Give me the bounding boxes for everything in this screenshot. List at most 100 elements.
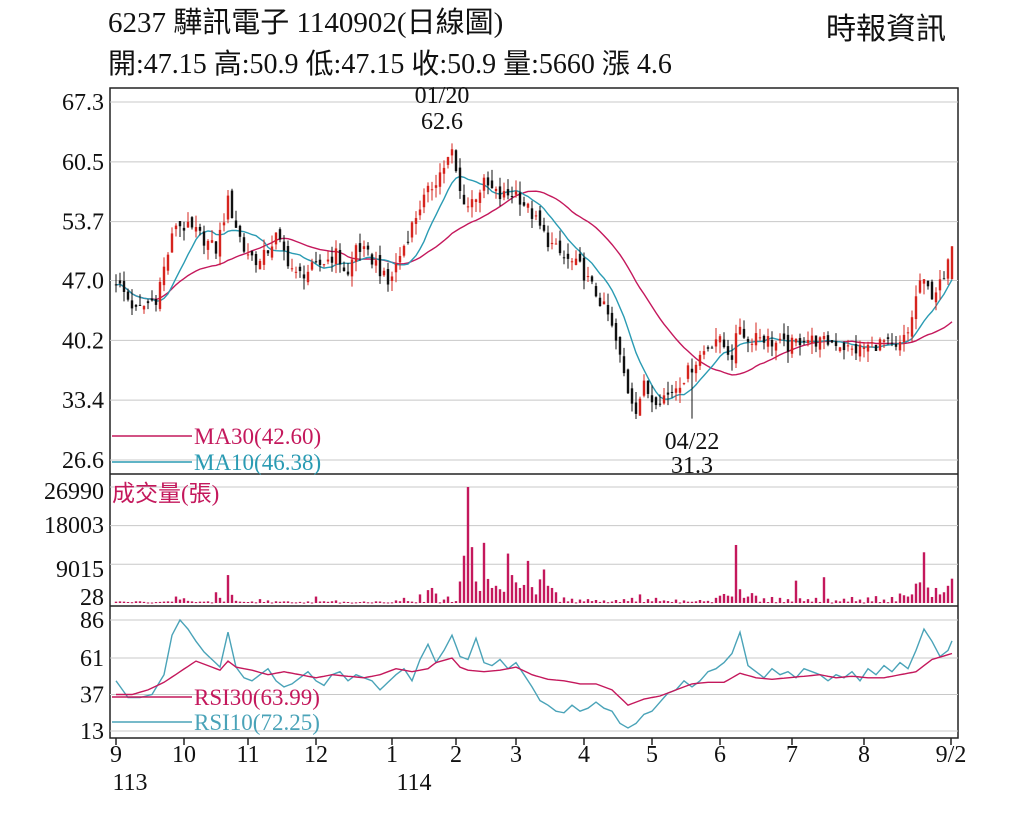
candle-body	[654, 397, 658, 406]
volume-bar	[310, 602, 314, 604]
candle-body	[566, 253, 570, 259]
candle-body	[670, 391, 674, 393]
x-tick-label: 5	[646, 742, 658, 768]
chart-title: 6237 驊訊電子 1140902(日線圖)	[108, 7, 504, 39]
volume-bar	[794, 580, 798, 603]
candle-body	[542, 224, 546, 231]
volume-bar	[542, 569, 546, 603]
candle-body	[186, 221, 190, 228]
volume-bar	[630, 597, 634, 603]
volume-bar	[226, 575, 230, 603]
candle-body	[634, 402, 638, 414]
rsi-lines	[115, 618, 953, 729]
candle-body	[730, 355, 734, 360]
candle-body	[782, 333, 786, 340]
volume-bar	[866, 597, 870, 603]
volume-bar	[386, 602, 390, 604]
volume-bar	[374, 601, 378, 603]
volume-bar	[314, 596, 318, 603]
volume-bar	[466, 487, 470, 603]
candle-body	[386, 269, 390, 285]
volume-bar	[298, 601, 302, 603]
candle-body	[866, 344, 870, 352]
volume-bar	[718, 595, 722, 603]
volume-bar	[566, 601, 570, 603]
volume-bar	[550, 587, 554, 603]
candle-body	[734, 333, 738, 364]
volume-bar	[242, 601, 246, 603]
volume-bar	[422, 601, 426, 603]
volume-bar	[274, 601, 278, 603]
volume-bar	[894, 601, 898, 603]
candle-body	[702, 351, 706, 355]
candle-body	[290, 268, 294, 270]
volume-bar	[154, 602, 158, 604]
candle-body	[914, 296, 918, 320]
candle-body	[650, 395, 654, 403]
x-tick-label: 3	[510, 742, 522, 768]
volume-bar	[826, 598, 830, 603]
volume-bar	[950, 578, 954, 603]
volume-bar	[378, 601, 382, 603]
candle-body	[486, 177, 490, 186]
rsi-tick-label: 61	[80, 646, 104, 672]
candlesticks	[114, 143, 954, 419]
volume-bar	[626, 601, 630, 603]
candle-body	[886, 337, 890, 339]
candle-body	[402, 245, 406, 256]
candle-body	[902, 334, 906, 343]
candle-body	[122, 281, 126, 292]
candle-body	[138, 304, 142, 306]
candle-body	[822, 335, 826, 340]
volume-bars	[114, 487, 954, 604]
volume-bar	[326, 601, 330, 603]
volume-bar	[246, 602, 250, 604]
candle-body	[250, 251, 254, 256]
candle-body	[162, 266, 166, 286]
volume-bar	[822, 577, 826, 603]
volume-bar	[454, 601, 458, 603]
high-value-label: 62.6	[421, 109, 463, 135]
rsi-tick-label: 37	[80, 683, 104, 709]
candle-body	[502, 191, 506, 198]
volume-bar	[198, 601, 202, 603]
candle-body	[810, 335, 814, 344]
candle-body	[778, 338, 782, 341]
volume-bar	[590, 601, 594, 603]
volume-bar	[170, 601, 174, 603]
candle-body	[154, 299, 158, 305]
candle-body	[346, 271, 350, 275]
candle-body	[166, 254, 170, 271]
volume-bar	[518, 587, 522, 603]
volume-bar	[834, 600, 838, 603]
candle-body	[570, 261, 574, 263]
volume-bar	[178, 599, 182, 603]
volume-bar	[254, 602, 258, 604]
candle-body	[710, 347, 714, 349]
volume-bar	[670, 601, 674, 603]
price-tick-label: 60.5	[62, 150, 104, 176]
candle-body	[898, 341, 902, 351]
candle-body	[270, 246, 274, 258]
candle-body	[430, 189, 434, 191]
volume-bar	[634, 601, 638, 603]
year-label: 113	[112, 770, 147, 796]
candle-body	[554, 243, 558, 245]
volume-bar	[930, 596, 934, 603]
price-tick-label: 47.0	[62, 269, 104, 295]
volume-bar	[350, 602, 354, 604]
volume-bar	[938, 594, 942, 603]
candle-body	[378, 255, 382, 277]
volume-bar	[434, 593, 438, 603]
volume-bar	[286, 601, 290, 603]
volume-bar	[578, 599, 582, 603]
volume-bar	[838, 601, 842, 603]
volume-bar	[646, 599, 650, 603]
volume-bar	[606, 602, 610, 604]
candle-body	[582, 257, 586, 281]
volume-bar	[706, 600, 710, 603]
candle-body	[526, 203, 530, 208]
volume-bar	[166, 601, 170, 603]
candle-body	[442, 167, 446, 174]
candle-body	[314, 261, 318, 263]
